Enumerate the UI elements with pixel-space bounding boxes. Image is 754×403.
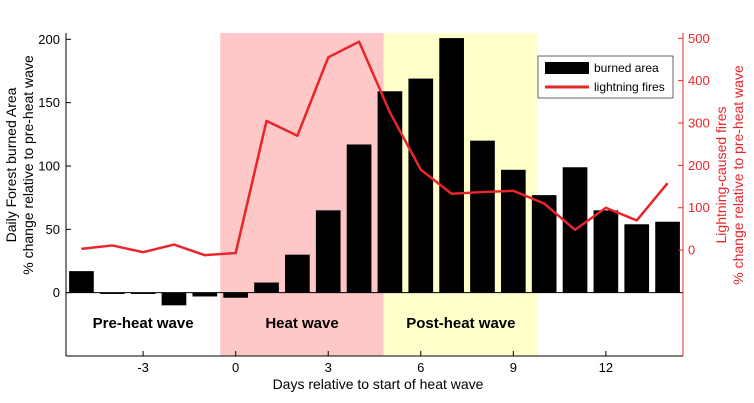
region-0	[66, 33, 221, 356]
x-tick-label: 0	[232, 360, 239, 375]
bar-day-1	[254, 282, 279, 293]
y-axis-right-label: Lightning-caused fires % change relative…	[713, 65, 746, 285]
y-right-tick-label: 200	[688, 158, 710, 173]
legend: burned area lightning fires	[537, 55, 674, 99]
bar-day-9	[500, 169, 526, 293]
x-tick-label: 6	[417, 360, 424, 375]
y-left-tick-label: 100	[38, 159, 60, 174]
region-label-post-heat-wave: Post-heat wave	[406, 315, 515, 332]
bar-day-14	[655, 221, 680, 293]
bar-day-8	[470, 140, 495, 293]
bar-day-12	[593, 210, 619, 293]
legend-bar-swatch	[545, 62, 589, 74]
axes	[65, 33, 684, 357]
y-left-tick-label: 50	[46, 222, 60, 237]
y-right-tick-label: 400	[688, 73, 710, 88]
y-axis-right-label-line-1: Lightning-caused fires	[713, 107, 729, 244]
region-labels: Pre-heat wave Heat wave Post-heat wave	[93, 315, 516, 332]
y-left-tick-label: 0	[53, 285, 60, 300]
bar-day-3	[315, 210, 341, 293]
bar-day--5	[69, 271, 94, 293]
bar-day-13	[624, 224, 650, 293]
bar-day-5	[377, 91, 403, 293]
background-regions	[66, 33, 539, 356]
bar-day-4	[346, 144, 372, 293]
bar-day-7	[439, 38, 464, 293]
legend-lightning-fires: lightning fires	[594, 80, 665, 94]
y-right-tick-label: 300	[688, 116, 710, 131]
x-axis-label: Days relative to start of heat wave	[273, 376, 484, 392]
y-right-tick-label: 0	[688, 243, 695, 258]
region-label-heat-wave: Heat wave	[265, 315, 338, 332]
bar-day--1	[192, 292, 218, 297]
bar-day--3	[130, 292, 156, 294]
bar-day-6	[408, 78, 434, 293]
bar-day-2	[285, 254, 310, 293]
region-label-pre-heat-wave: Pre-heat wave	[93, 315, 194, 332]
y-axis-left-label: Daily Forest burned Area % change relati…	[3, 55, 36, 275]
y-axis-right-label-line-2: % change relative to pre-heat wave	[730, 65, 746, 285]
bars	[69, 38, 680, 306]
bar-day--2	[161, 292, 187, 306]
x-tick-label: 12	[599, 360, 613, 375]
x-tick-label: 9	[510, 360, 517, 375]
x-tick-label: -3	[137, 360, 149, 375]
y-axis-left-label-line-1: Daily Forest burned Area	[3, 87, 19, 242]
y-right-tick-label: 100	[688, 200, 710, 215]
bar-day--4	[99, 292, 125, 294]
y-left-tick-label: 200	[38, 32, 60, 47]
y-left-tick-label: 150	[38, 95, 60, 110]
ticks: -3 0 3 6 9 12 0 50 100 150 200 0 100 200 300 400 500	[38, 31, 709, 375]
x-tick-label: 3	[325, 360, 332, 375]
legend-burned-area: burned area	[594, 61, 659, 75]
bar-day-0	[223, 292, 249, 298]
y-axis-left-label-line-2: % change relative to pre-heat wave	[20, 55, 36, 275]
lightning-fires-line	[81, 40, 669, 257]
y-right-tick-label: 500	[688, 31, 710, 46]
line-series	[81, 40, 669, 257]
